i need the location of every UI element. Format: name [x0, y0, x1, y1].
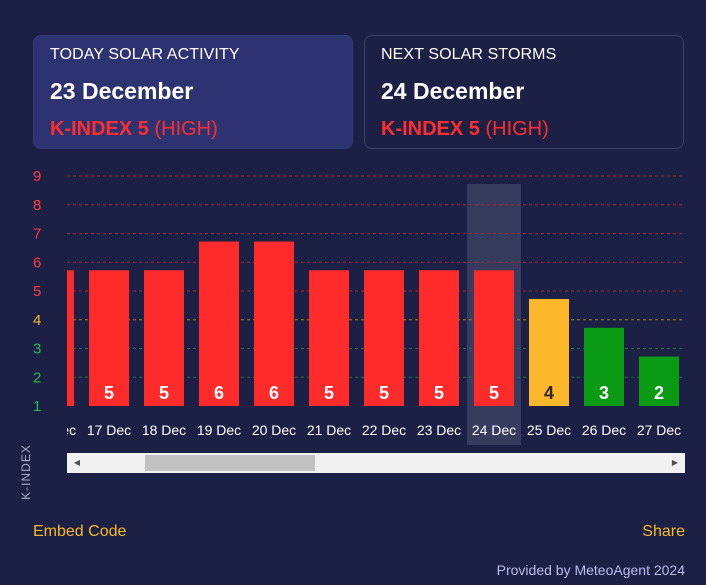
- y-tick-label: 9: [33, 170, 41, 185]
- next-solar-storms-card: NEXT SOLAR STORMS 24 December K-INDEX 5 …: [364, 35, 684, 149]
- x-tick-label: 27 Dec: [637, 422, 681, 438]
- y-tick-label: 2: [33, 369, 41, 386]
- y-tick-label: 8: [33, 197, 41, 214]
- bar: [529, 299, 569, 406]
- x-tick-label: 25 Dec: [527, 422, 571, 438]
- today-kindex-value: K-INDEX 5: [50, 118, 149, 140]
- today-card-kindex: K-INDEX 5 (HIGH): [50, 117, 336, 141]
- next-kindex-level: (HIGH): [485, 118, 549, 140]
- x-tick-label: 24 Dec: [472, 422, 516, 438]
- next-card-label: NEXT SOLAR STORMS: [381, 46, 557, 63]
- today-card-date: 23 December: [50, 78, 194, 104]
- x-tick-label: 22 Dec: [362, 422, 406, 438]
- next-card-kindex: K-INDEX 5 (HIGH): [381, 117, 667, 141]
- embed-code-link[interactable]: Embed Code: [33, 523, 127, 540]
- bar: [199, 241, 239, 406]
- next-card-date: 24 December: [381, 78, 525, 104]
- bar-value-label: 6: [269, 383, 279, 403]
- chart-scrollbar[interactable]: ◀ ▶: [67, 453, 685, 473]
- y-tick-label: 4: [33, 312, 41, 329]
- x-tick-label: 21 Dec: [307, 422, 351, 438]
- x-tick-label: 17 Dec: [87, 422, 131, 438]
- x-tick-label: 20 Dec: [252, 422, 296, 438]
- bar: [639, 356, 679, 406]
- share-link[interactable]: Share: [642, 523, 685, 540]
- x-tick-label: 23 Dec: [417, 422, 461, 438]
- y-tick-label: 6: [33, 254, 41, 271]
- today-card-label: TODAY SOLAR ACTIVITY: [50, 46, 240, 63]
- x-tick-label-partial: 16 Dec: [32, 422, 76, 438]
- provider-credit: Provided by MeteoAgent 2024: [496, 562, 685, 578]
- bar: [474, 270, 514, 406]
- today-kindex-level: (HIGH): [154, 118, 218, 140]
- bar-value-label: 5: [159, 383, 169, 403]
- bar: [89, 270, 129, 406]
- bar-partial: [67, 270, 74, 406]
- bar: [254, 241, 294, 406]
- y-axis-title-text: K-INDEX: [19, 444, 33, 500]
- today-solar-activity-card: TODAY SOLAR ACTIVITY 23 December K-INDEX…: [33, 35, 353, 149]
- y-tick-label: 5: [33, 283, 41, 300]
- bar-value-label: 5: [434, 383, 444, 403]
- scroll-thumb[interactable]: [145, 455, 315, 471]
- k-index-bar-chart: 1 2 3 4 5 6 7 8 9 16 Dec 5 17 Dec 5 18 Dec 6 19 Dec 6 20 …: [32, 170, 685, 445]
- bar: [364, 270, 404, 406]
- bar-value-label: 2: [654, 383, 664, 403]
- bar-value-label: 5: [379, 383, 389, 403]
- bar: [309, 270, 349, 406]
- bar-value-label: 5: [489, 383, 499, 403]
- x-tick-label: 18 Dec: [142, 422, 186, 438]
- bar-value-label: 5: [324, 383, 334, 403]
- y-tick-label: 1: [33, 398, 41, 415]
- bar: [144, 270, 184, 406]
- bar: [419, 270, 459, 406]
- bar-value-label: 4: [544, 383, 554, 403]
- bar-value-label: 3: [599, 383, 609, 403]
- y-tick-label: 3: [33, 341, 41, 358]
- scroll-left-icon[interactable]: ◀: [73, 458, 81, 467]
- next-kindex-value: K-INDEX 5: [381, 118, 480, 140]
- x-tick-label: 26 Dec: [582, 422, 626, 438]
- x-tick-label: 19 Dec: [197, 422, 241, 438]
- bar: [584, 327, 624, 406]
- bar-value-label: 5: [104, 383, 114, 403]
- scroll-right-icon[interactable]: ▶: [671, 458, 679, 467]
- bar-value-label: 6: [214, 383, 224, 403]
- y-tick-label: 7: [33, 226, 41, 243]
